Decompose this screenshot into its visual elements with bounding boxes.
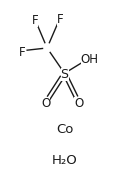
Text: S: S (61, 68, 68, 81)
Text: O: O (74, 97, 83, 110)
Text: Co: Co (56, 123, 73, 136)
Text: F: F (31, 14, 38, 27)
Text: OH: OH (81, 53, 99, 66)
Text: H₂O: H₂O (52, 154, 77, 167)
Text: F: F (57, 13, 63, 26)
Text: O: O (41, 97, 50, 110)
Text: F: F (19, 46, 26, 59)
